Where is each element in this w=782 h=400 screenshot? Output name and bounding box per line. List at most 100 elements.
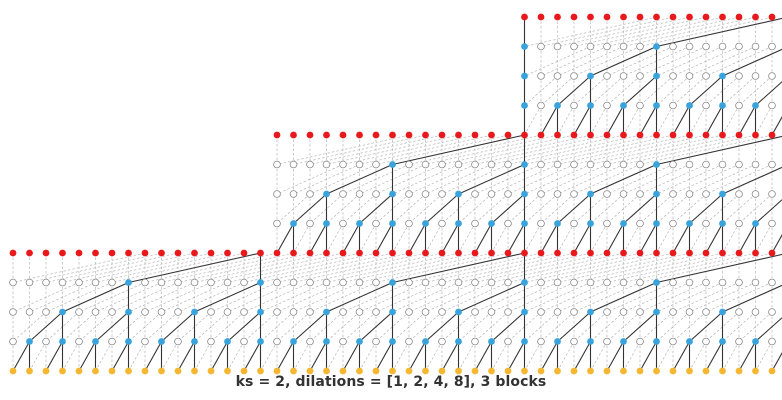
hidden-node (685, 42, 694, 51)
hidden-node (372, 219, 380, 228)
active-edge (639, 223, 657, 254)
inactive-edge (177, 311, 212, 342)
hidden-node (718, 160, 727, 169)
active-node (488, 220, 495, 227)
active-node (323, 220, 330, 227)
inactive-edge (375, 193, 410, 224)
hidden-node (603, 42, 611, 51)
inactive-edge (738, 75, 773, 106)
hidden-node (619, 308, 628, 316)
inactive-edge (425, 223, 443, 254)
inactive-edge (392, 311, 426, 342)
hidden-node (702, 337, 710, 346)
hidden-node (669, 278, 677, 287)
neuron-nodes (9, 13, 776, 375)
output-node (719, 249, 726, 257)
input-node (240, 367, 248, 375)
inactive-edge (408, 252, 542, 283)
inactive-edge (573, 282, 641, 313)
active-edge (177, 341, 195, 372)
active-edge (656, 135, 782, 166)
active-edge (111, 341, 129, 372)
active-edge (227, 311, 261, 342)
inactive-edge (161, 341, 179, 372)
output-node (372, 131, 380, 139)
inactive-edge (639, 134, 773, 165)
hidden-node (421, 160, 430, 169)
inactive-edge (375, 282, 443, 313)
inactive-edge (590, 193, 624, 224)
hidden-node (553, 72, 562, 80)
hidden-node (768, 101, 776, 110)
inactive-edge (62, 311, 96, 342)
hidden-node (9, 278, 17, 287)
hidden-node (471, 337, 479, 346)
hidden-node (735, 101, 743, 110)
output-node (339, 131, 347, 139)
active-edge (623, 193, 657, 224)
hidden-node (273, 337, 281, 346)
hidden-node (289, 160, 298, 169)
hidden-node (570, 278, 578, 287)
hidden-node (471, 160, 479, 169)
hidden-node (669, 160, 677, 169)
active-node (290, 338, 297, 345)
active-node (752, 102, 759, 109)
inactive-edge (375, 311, 410, 342)
output-node (92, 249, 99, 257)
inactive-edge (309, 252, 443, 283)
active-edge (29, 311, 63, 342)
inactive-edge (293, 134, 426, 165)
output-node (735, 131, 743, 139)
hidden-node (504, 308, 512, 316)
active-edge (540, 223, 558, 254)
active-node (455, 190, 462, 198)
diagram-caption: ks = 2, dilations = [1, 2, 4, 8], 3 bloc… (235, 374, 547, 390)
inactive-edge (689, 223, 707, 254)
input-node (273, 367, 281, 375)
inactive-edge (12, 282, 80, 313)
hidden-node (702, 101, 710, 110)
inactive-edge (606, 46, 674, 77)
inactive-edge (408, 193, 443, 224)
hidden-node (718, 278, 727, 287)
active-edge (590, 281, 657, 313)
hidden-node (454, 160, 463, 169)
inactive-edge (689, 46, 756, 77)
inactive-edge (507, 252, 641, 283)
active-node (587, 102, 594, 109)
active-edge (573, 341, 591, 372)
inactive-edge (540, 46, 608, 77)
input-node (735, 367, 743, 375)
inactive-edge (672, 164, 740, 195)
hidden-node (471, 308, 479, 316)
hidden-node (42, 337, 50, 346)
hidden-node (372, 337, 380, 346)
hidden-node (636, 278, 644, 287)
active-edge (672, 105, 690, 136)
hidden-node (438, 337, 446, 346)
hidden-node (735, 337, 743, 346)
hidden-node (372, 160, 380, 169)
hidden-node (207, 308, 215, 316)
input-node (422, 367, 429, 375)
output-node (620, 131, 627, 139)
hidden-node (735, 42, 743, 51)
input-node (405, 367, 413, 375)
input-node (108, 367, 116, 375)
input-node (372, 367, 380, 375)
output-node (768, 131, 776, 139)
hidden-node (570, 308, 578, 316)
hidden-node (735, 160, 743, 169)
inactive-edge (458, 341, 476, 372)
inactive-edge (260, 341, 278, 372)
hidden-node (322, 278, 331, 287)
input-node (587, 367, 594, 375)
inactive-edge (425, 282, 492, 313)
inactive-edge (210, 311, 245, 342)
inactive-edge (656, 311, 690, 342)
inactive-edge (606, 252, 740, 283)
inactive-edge (45, 282, 113, 313)
active-edge (375, 223, 393, 254)
input-node (339, 367, 347, 375)
